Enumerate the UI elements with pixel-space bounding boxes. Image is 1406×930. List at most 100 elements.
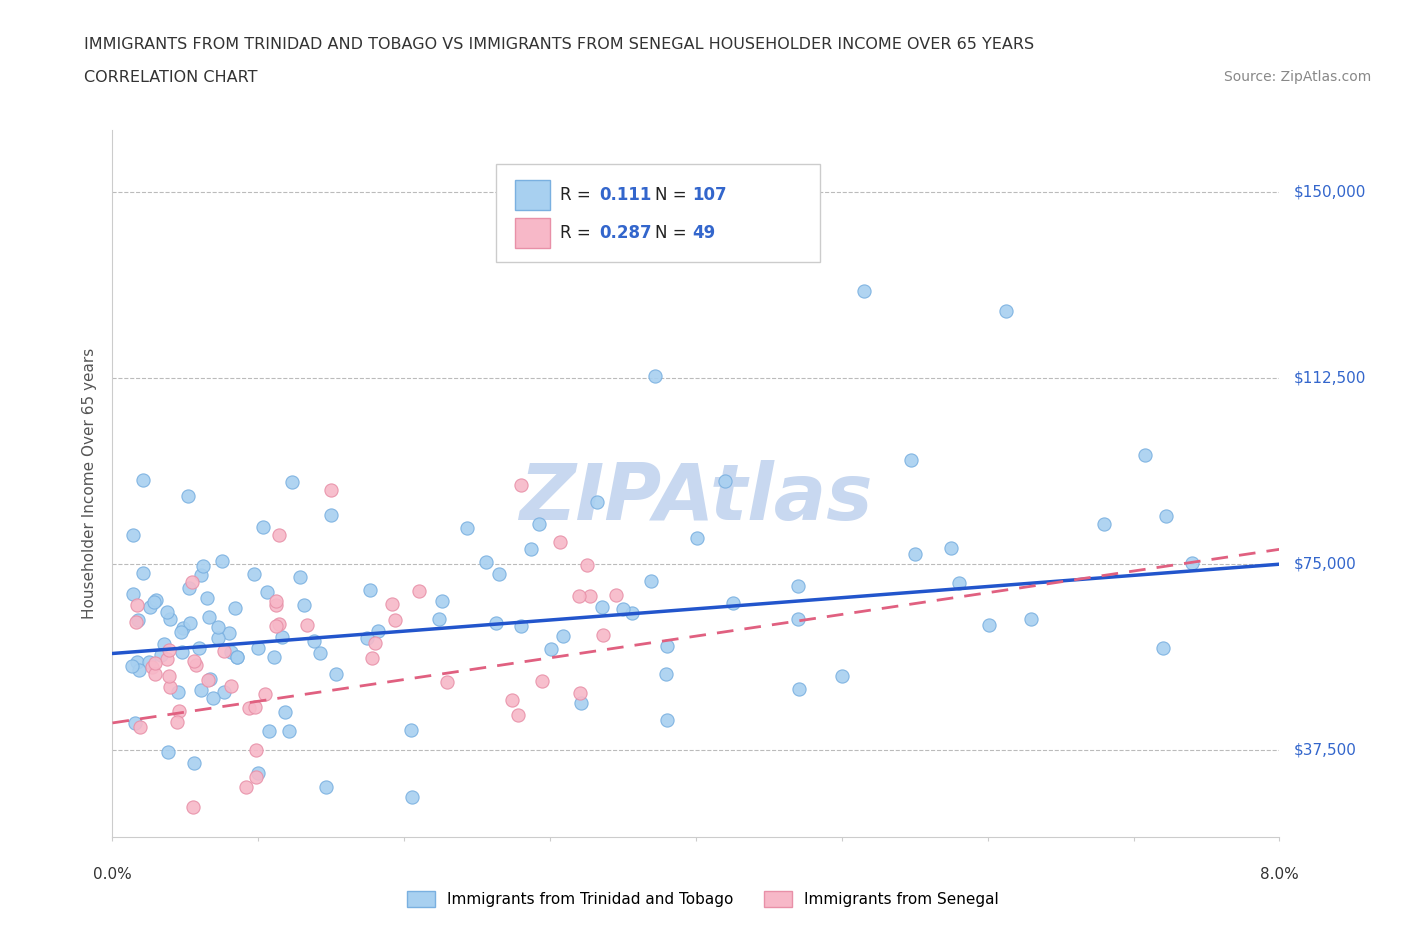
Point <box>122 586 145 601</box>
Point <box>356 631 378 645</box>
Point <box>714 473 737 488</box>
Text: $37,500: $37,500 <box>1294 743 1357 758</box>
Point <box>540 641 562 656</box>
Point <box>252 520 274 535</box>
Point <box>585 494 607 509</box>
Point <box>1094 516 1116 531</box>
Point <box>591 600 613 615</box>
Text: 49: 49 <box>692 224 716 242</box>
Point <box>167 703 190 718</box>
Text: Source: ZipAtlas.com: Source: ZipAtlas.com <box>1223 70 1371 84</box>
Point <box>159 680 181 695</box>
Point <box>787 611 810 626</box>
Point <box>145 592 167 607</box>
Point <box>315 780 337 795</box>
Point <box>245 743 267 758</box>
Text: N =: N = <box>655 224 692 242</box>
Point <box>132 472 155 487</box>
Point <box>686 530 709 545</box>
Point <box>190 683 212 698</box>
Point <box>187 641 209 656</box>
Point <box>721 596 744 611</box>
Point <box>1135 447 1157 462</box>
Text: N =: N = <box>655 186 692 204</box>
Point <box>568 588 591 603</box>
Point <box>900 452 922 467</box>
Point <box>304 633 326 648</box>
Point <box>183 653 205 668</box>
Point <box>501 693 523 708</box>
Point <box>138 655 160 670</box>
Point <box>520 541 543 556</box>
Point <box>575 558 598 573</box>
Point <box>271 630 294 644</box>
Point <box>427 612 450 627</box>
Point <box>124 715 146 730</box>
Point <box>475 554 498 569</box>
Point <box>787 682 810 697</box>
Point <box>527 516 550 531</box>
Point <box>226 649 249 664</box>
Point <box>141 659 163 674</box>
Point <box>359 582 381 597</box>
Point <box>381 597 404 612</box>
Point <box>277 724 299 738</box>
Point <box>235 780 257 795</box>
Point <box>1181 556 1204 571</box>
Text: 8.0%: 8.0% <box>1260 867 1299 882</box>
Point <box>128 662 150 677</box>
Point <box>853 284 876 299</box>
Point <box>156 652 179 667</box>
Text: IMMIGRANTS FROM TRINIDAD AND TOBAGO VS IMMIGRANTS FROM SENEGAL HOUSEHOLDER INCOM: IMMIGRANTS FROM TRINIDAD AND TOBAGO VS I… <box>84 37 1035 52</box>
Point <box>257 724 280 738</box>
Point <box>605 588 627 603</box>
Point <box>198 610 221 625</box>
Point <box>321 483 343 498</box>
Point <box>436 674 458 689</box>
Text: 0.287: 0.287 <box>599 224 651 242</box>
Point <box>245 770 267 785</box>
Text: $75,000: $75,000 <box>1294 557 1357 572</box>
Point <box>207 631 229 645</box>
Point <box>620 605 643 620</box>
Point <box>430 594 453 609</box>
Point <box>364 635 387 650</box>
Point <box>592 628 614 643</box>
Point <box>456 521 478 536</box>
Point <box>156 745 179 760</box>
Point <box>256 585 278 600</box>
Point <box>124 615 146 630</box>
Point <box>197 672 219 687</box>
Text: CORRELATION CHART: CORRELATION CHART <box>84 70 257 85</box>
Text: $112,500: $112,500 <box>1294 371 1365 386</box>
Point <box>207 619 229 634</box>
Point <box>152 637 174 652</box>
Text: $150,000: $150,000 <box>1294 185 1365 200</box>
Legend: Immigrants from Trinidad and Tobago, Immigrants from Senegal: Immigrants from Trinidad and Tobago, Imm… <box>401 884 1005 913</box>
Point <box>125 598 148 613</box>
Point <box>132 565 155 580</box>
Point <box>238 700 260 715</box>
Point <box>568 686 591 701</box>
Point <box>181 800 204 815</box>
Text: 107: 107 <box>692 186 727 204</box>
Point <box>550 535 572 550</box>
Point <box>193 559 215 574</box>
Point <box>243 566 266 581</box>
Point <box>264 593 287 608</box>
Point <box>612 601 634 616</box>
Point <box>506 708 529 723</box>
Point <box>218 626 240 641</box>
Point <box>264 619 287 634</box>
Point <box>401 790 423 804</box>
Point <box>904 547 927 562</box>
Point <box>122 527 145 542</box>
Point <box>159 669 181 684</box>
Point <box>212 644 235 658</box>
Point <box>125 655 148 670</box>
Point <box>198 671 221 686</box>
Text: 0.0%: 0.0% <box>93 867 132 882</box>
Point <box>179 616 201 631</box>
Point <box>401 723 423 737</box>
Point <box>195 591 218 605</box>
